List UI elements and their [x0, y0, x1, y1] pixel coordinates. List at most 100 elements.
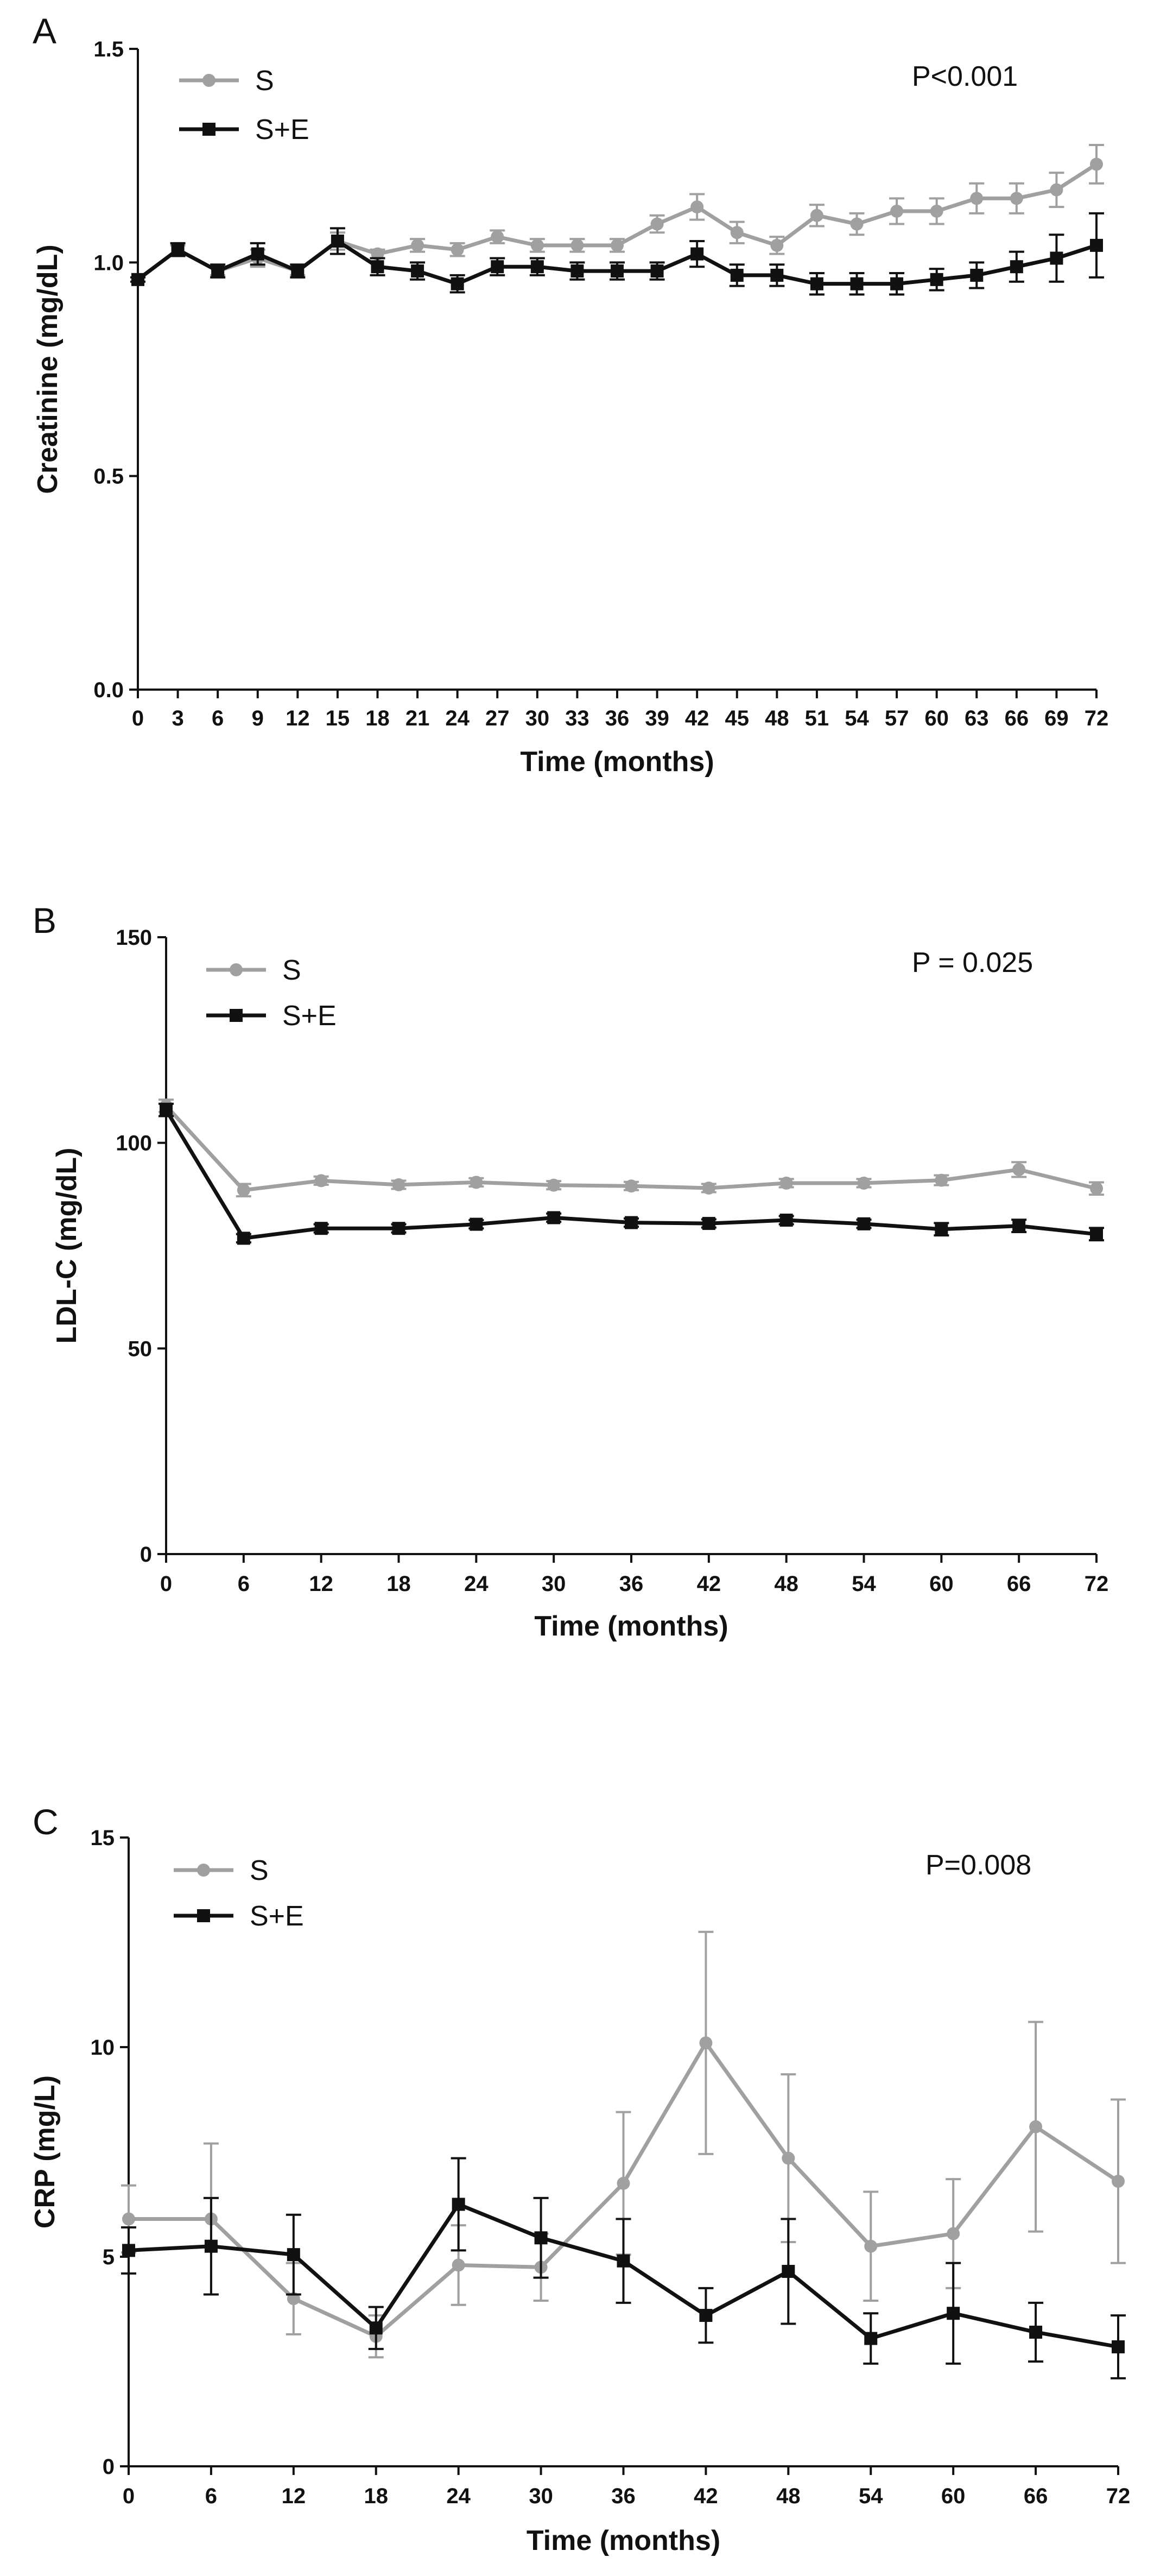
x-tick-label: 18 — [364, 2484, 389, 2508]
data-point — [699, 2036, 713, 2050]
x-tick-label: 42 — [697, 1572, 721, 1596]
data-point — [369, 2321, 383, 2335]
panel-c: C 0 5 10 15 0 6 12 18 24 30 36 42 48 54 60 66 72 Time (mon… — [29, 1802, 1130, 2556]
series-s-plus-e — [130, 212, 1104, 296]
data-point — [770, 268, 784, 282]
data-point — [237, 1232, 250, 1245]
x-tick-label: 42 — [685, 706, 709, 730]
data-point — [411, 264, 424, 278]
data-point — [699, 2309, 713, 2322]
data-point — [314, 1174, 328, 1188]
panel-label: B — [33, 900, 56, 940]
x-tick-label: 60 — [929, 1572, 954, 1596]
data-point — [1029, 2325, 1043, 2339]
x-axis-title: Time (months) — [520, 746, 714, 778]
data-point — [371, 260, 384, 274]
data-point — [779, 1176, 793, 1190]
x-tick-label: 54 — [845, 706, 869, 730]
legend-marker — [197, 1909, 210, 1922]
data-point — [1090, 1227, 1103, 1241]
legend-marker — [202, 74, 215, 87]
data-point — [251, 247, 264, 261]
data-point — [451, 243, 464, 256]
series-s — [158, 1098, 1104, 1198]
x-tick-label: 45 — [725, 706, 750, 730]
x-tick-label: 42 — [694, 2484, 718, 2508]
data-point — [625, 1216, 638, 1229]
x-tick-label: 66 — [1005, 706, 1029, 730]
data-point — [730, 268, 744, 282]
legend-label: S+E — [250, 1901, 304, 1932]
series-line — [164, 1104, 1097, 1192]
data-point — [1090, 1182, 1103, 1195]
legend-label: S — [250, 1855, 269, 1886]
x-tick-label: 54 — [859, 2484, 883, 2508]
data-point — [530, 260, 544, 274]
x-tick-label: 36 — [611, 2484, 636, 2508]
legend-marker — [197, 1864, 210, 1877]
data-point — [857, 1176, 871, 1190]
data-point — [331, 235, 344, 248]
y-tick-label: 15 — [91, 1826, 115, 1850]
data-point — [970, 268, 984, 282]
data-point — [411, 238, 424, 252]
data-point — [782, 2151, 795, 2165]
data-point — [935, 1173, 948, 1187]
data-point — [810, 277, 823, 291]
x-tick-label: 33 — [565, 706, 589, 730]
data-point — [930, 204, 943, 218]
series-s-plus-e — [121, 2157, 1126, 2379]
data-point — [314, 1222, 328, 1235]
data-point — [452, 2198, 465, 2211]
x-tick-label: 72 — [1085, 1572, 1109, 1596]
data-point — [617, 2254, 630, 2268]
x-tick-label: 57 — [885, 706, 909, 730]
data-point — [690, 200, 704, 214]
x-tick-label: 6 — [238, 1572, 250, 1596]
data-point — [1090, 238, 1103, 252]
data-point — [1029, 2120, 1043, 2133]
x-tick-label: 12 — [282, 2484, 306, 2508]
x-tick-label: 30 — [529, 2484, 553, 2508]
data-point — [702, 1181, 715, 1195]
data-point — [570, 238, 584, 252]
data-point — [690, 247, 704, 261]
x-tick-label: 30 — [525, 706, 550, 730]
data-point — [611, 238, 624, 252]
x-tick-label: 63 — [965, 706, 989, 730]
data-point — [850, 277, 864, 291]
legend-marker — [202, 123, 215, 136]
data-point — [770, 238, 784, 252]
data-point — [1112, 2340, 1125, 2353]
data-point — [392, 1222, 405, 1235]
data-point — [857, 1217, 871, 1230]
y-tick-label: 1.5 — [93, 37, 124, 61]
y-axis-title: Creatinine (mg/dL) — [32, 244, 64, 494]
x-tick-label: 0 — [123, 2484, 135, 2508]
data-point — [122, 2244, 135, 2257]
x-tick-label: 24 — [464, 1572, 489, 1596]
data-point — [530, 238, 544, 252]
y-tick-label: 100 — [116, 1132, 152, 1156]
series-s-plus-e — [158, 1102, 1104, 1245]
data-point — [1090, 157, 1103, 171]
x-tick-label: 54 — [852, 1572, 876, 1596]
y-tick-label: 0 — [140, 1543, 152, 1567]
data-point — [451, 277, 464, 291]
data-point — [947, 2307, 960, 2320]
data-point — [287, 2248, 300, 2262]
data-point — [617, 2176, 630, 2190]
data-point — [890, 204, 904, 218]
data-point — [452, 2258, 465, 2272]
x-tick-label: 21 — [405, 706, 430, 730]
x-tick-label: 48 — [774, 1572, 798, 1596]
legend-label: S+E — [255, 114, 309, 146]
x-axis-title: Time (months) — [534, 1611, 728, 1642]
panel-a: A0.00.51.01.50 3 6 9 12 15 18 21 24 27 30 33 36 39 42 4… — [32, 11, 1108, 778]
p-value-label: P<0.001 — [912, 61, 1018, 92]
y-tick-label: 10 — [91, 2036, 115, 2060]
y-axis-title: LDL-C (mg/dL) — [51, 1147, 83, 1343]
x-axis-title: Time (months) — [527, 2525, 720, 2556]
x-tick-label: 3 — [172, 706, 183, 730]
